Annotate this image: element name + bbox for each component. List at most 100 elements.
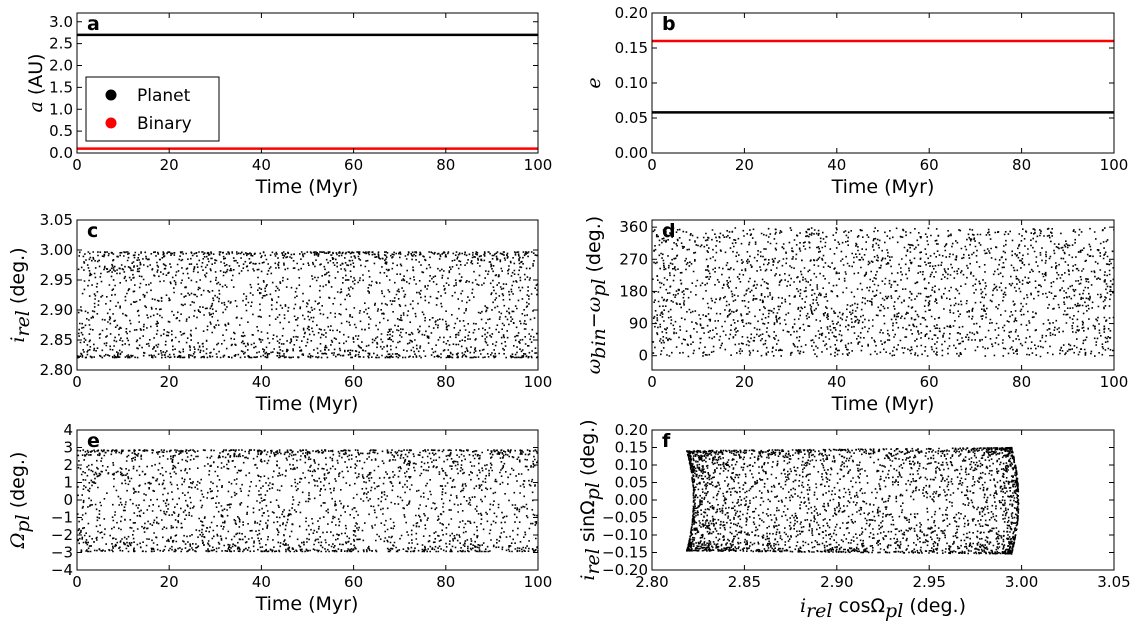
y-tick-label: 270 [619, 250, 648, 268]
y-tick-label: −3 [51, 544, 73, 562]
panel-letter-d: d [662, 220, 676, 242]
panel-letter-e: e [87, 430, 100, 452]
legend-label-planet: Planet [137, 86, 191, 106]
x-tick-label: 2.85 [728, 573, 761, 591]
y-tick-label: 3.0 [49, 13, 73, 31]
y-tick-label: −2 [51, 526, 73, 544]
x-tick-label: 3.05 [1097, 573, 1130, 591]
y-tick-label: −0.05 [602, 509, 648, 527]
panel-letter-f: f [662, 430, 671, 452]
y-tick-label: 0.20 [615, 4, 648, 22]
ticks-f: 2.80 2.85 2.90 2.95 3.00 3.05 −0.20−0.15−0.10−… [602, 421, 1131, 591]
x-tick-label: 80 [1012, 156, 1031, 174]
y-tick-label: −0.10 [602, 526, 648, 544]
y-tick-label: −4 [51, 561, 73, 579]
y-tick-label: 2 [63, 456, 73, 474]
y-axis-label-d: ωbin−ωpl (deg.) [583, 216, 610, 374]
y-tick-label: 0.00 [615, 144, 648, 162]
x-tick-label: 40 [252, 156, 271, 174]
scatter-points-d [652, 227, 1114, 358]
x-tick-label: 0 [72, 156, 82, 174]
y-tick-label: 0.20 [615, 421, 648, 439]
scatter-points-e [77, 449, 538, 553]
x-tick-label: 60 [344, 156, 363, 174]
x-tick-label: 80 [436, 156, 455, 174]
y-axis-label-a: a (AU) [25, 53, 47, 112]
axes-frame-a [76, 12, 539, 154]
y-axis-label-f: irel sinΩpl (deg.) [577, 419, 604, 580]
x-tick-label: 2.80 [635, 573, 668, 591]
y-tick-label: 2.90 [40, 301, 73, 319]
panel-letter-c: c [87, 220, 98, 242]
x-tick-label: 0 [647, 156, 657, 174]
ticks-c: 0 20 40 60 80 100 2.80 2.85 2.90 2.95 3.00 3.05 [40, 211, 553, 391]
axes-frame-b [651, 12, 1115, 154]
y-tick-label: 2.95 [40, 271, 73, 289]
x-tick-label: 20 [160, 156, 179, 174]
y-tick-label: 2.5 [49, 35, 73, 53]
y-tick-label: 2.0 [49, 57, 73, 75]
x-tick-label: 100 [1100, 373, 1129, 391]
y-tick-label: 0.15 [615, 439, 648, 457]
y-tick-label: 90 [629, 315, 648, 333]
x-tick-label: 80 [436, 373, 455, 391]
y-tick-label: 1 [63, 474, 73, 492]
plot-area-e [77, 449, 538, 553]
plot-area-f [686, 446, 1020, 555]
axes-frame-d [651, 219, 1115, 371]
y-tick-label: 0.15 [615, 39, 648, 57]
y-tick-label: 180 [619, 282, 648, 300]
x-tick-label: 40 [252, 373, 271, 391]
x-axis-label-a: Time (Myr) [255, 176, 359, 198]
x-tick-label: 40 [252, 573, 271, 591]
y-tick-label: 0.0 [49, 144, 73, 162]
y-tick-label: 1.0 [49, 100, 73, 118]
legend-marker-binary [105, 117, 117, 129]
x-tick-label: 100 [524, 573, 553, 591]
x-tick-label: 60 [344, 373, 363, 391]
y-tick-label: 360 [619, 218, 648, 236]
y-tick-label: −0.15 [602, 544, 648, 562]
y-tick-label: 4 [63, 421, 73, 439]
y-axis-label-c: irel (deg.) [7, 247, 34, 342]
x-tick-label: 20 [160, 573, 179, 591]
axes-frame-c [76, 219, 539, 371]
legend-box [85, 76, 220, 142]
x-tick-label: 40 [827, 156, 846, 174]
legend-marker-planet [105, 89, 117, 101]
y-tick-label: −1 [51, 509, 73, 527]
scatter-points-f [686, 446, 1020, 555]
x-tick-label: 0 [72, 573, 82, 591]
y-tick-label: 0 [63, 491, 73, 509]
plot-area-a [77, 33, 538, 150]
y-tick-label: 0.00 [615, 491, 648, 509]
y-tick-label: 0.5 [49, 122, 73, 140]
x-tick-label: 20 [735, 373, 754, 391]
x-axis-label-e: Time (Myr) [255, 593, 359, 615]
y-tick-label: 0 [638, 347, 648, 365]
x-tick-label: 3.00 [1005, 573, 1038, 591]
x-tick-label: 100 [524, 156, 553, 174]
y-tick-label: 0.05 [615, 474, 648, 492]
y-tick-label: 2.85 [40, 331, 73, 349]
x-tick-label: 60 [344, 573, 363, 591]
panel-f: 2.80 2.85 2.90 2.95 3.00 3.05 −0.20−0.15−0.10−… [577, 419, 1131, 622]
x-tick-label: 100 [1100, 156, 1129, 174]
y-tick-label: 3 [63, 439, 73, 457]
scatter-points-c [77, 251, 538, 359]
x-tick-label: 2.90 [820, 573, 853, 591]
plot-area-b [652, 39, 1114, 114]
y-tick-label: −0.20 [602, 561, 648, 579]
x-tick-label: 80 [436, 573, 455, 591]
plot-area-c [77, 251, 538, 359]
x-tick-label: 20 [735, 156, 754, 174]
x-tick-label: 20 [160, 373, 179, 391]
x-tick-label: 100 [524, 373, 553, 391]
x-tick-label: 60 [920, 373, 939, 391]
x-tick-label: 0 [647, 373, 657, 391]
x-axis-label-b: Time (Myr) [831, 176, 935, 198]
x-axis-label-d: Time (Myr) [831, 393, 935, 415]
ticks-a: 0 20 40 60 80 100 0.0 0.5 1.0 1.5 2.0 2.5 3.0 [49, 13, 552, 174]
panel-letter-b: b [662, 13, 676, 35]
